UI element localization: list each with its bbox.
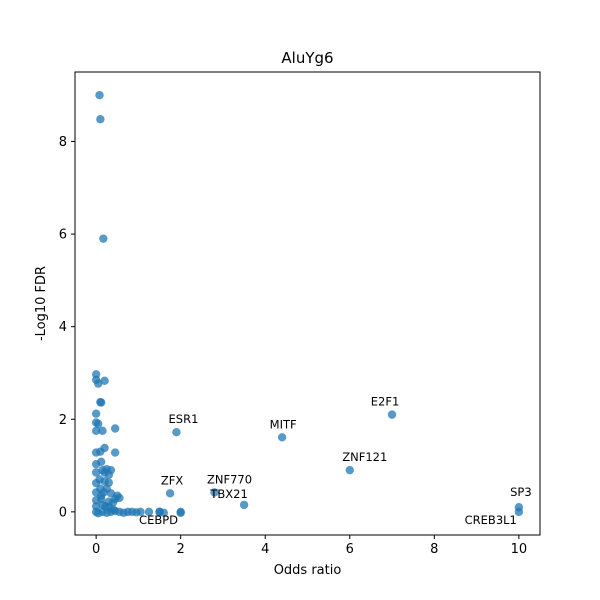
x-tick-label: 10 <box>511 542 528 557</box>
data-point-creb3l1 <box>514 507 524 517</box>
data-point <box>91 426 101 436</box>
data-point <box>97 457 106 467</box>
data-point <box>176 508 185 517</box>
annotation-esr1: ESR1 <box>169 412 199 426</box>
data-point <box>98 426 107 436</box>
annotation-creb3l1: CREB3L1 <box>465 513 517 527</box>
data-point-esr1 <box>172 428 181 437</box>
y-tick-label: 4 <box>59 320 67 335</box>
data-point <box>136 507 145 517</box>
x-tick-label: 4 <box>261 542 269 557</box>
x-tick-label: 6 <box>346 542 354 557</box>
annotation-znf770: ZNF770 <box>207 472 252 486</box>
x-tick-label: 8 <box>430 542 438 557</box>
data-points <box>91 90 524 518</box>
data-point <box>95 90 104 100</box>
annotation-tbx21: TBX21 <box>209 487 247 501</box>
annotation-znf121: ZNF121 <box>342 450 387 464</box>
data-point-zfx <box>165 489 175 498</box>
data-point <box>96 115 105 124</box>
data-point-znf770 <box>210 488 219 497</box>
data-point <box>97 491 106 500</box>
data-point <box>115 493 124 503</box>
x-axis-label: Odds ratio <box>274 563 342 578</box>
x-tick-label: 2 <box>177 542 185 557</box>
data-point <box>104 470 114 480</box>
data-point-znf121 <box>345 465 354 475</box>
data-point <box>94 419 103 429</box>
data-point <box>96 447 105 456</box>
y-tick-label: 0 <box>59 505 67 520</box>
y-tick-label: 8 <box>59 135 67 150</box>
x-tick-label: 0 <box>92 542 100 557</box>
y-tick-label: 2 <box>59 413 67 428</box>
data-point <box>94 379 103 388</box>
plot-area <box>74 71 541 536</box>
data-point <box>99 234 108 243</box>
annotation-sp3: SP3 <box>510 485 532 499</box>
annotation-e2f1: E2F1 <box>371 395 400 409</box>
data-point <box>97 398 106 407</box>
data-point-tbx21 <box>239 500 249 510</box>
chart-title: AluYg6 <box>281 49 333 67</box>
data-point <box>110 424 120 433</box>
data-point <box>108 505 118 514</box>
data-point-mitf <box>277 433 287 442</box>
data-point <box>91 468 101 477</box>
data-point <box>101 502 110 511</box>
data-point <box>144 507 154 517</box>
y-axis-label: -Log10 FDR <box>34 266 49 341</box>
axis-ticks: 0 2 4 6 8 10 0 2 4 6 8 <box>59 135 527 557</box>
data-point-cebpd <box>155 507 164 517</box>
annotation-cebpd: CEBPD <box>139 513 178 527</box>
annotation-zfx: ZFX <box>161 473 183 487</box>
y-tick-label: 6 <box>59 228 67 243</box>
data-point <box>100 376 109 386</box>
data-point <box>91 409 101 418</box>
annotation-mitf: MITF <box>270 417 297 431</box>
data-point <box>110 448 120 457</box>
data-point-e2f1 <box>387 410 397 419</box>
